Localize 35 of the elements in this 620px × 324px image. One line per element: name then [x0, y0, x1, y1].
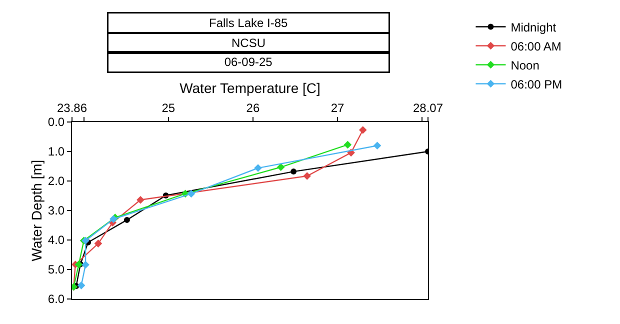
point: [77, 282, 86, 290]
point: [136, 196, 144, 204]
point: [290, 168, 297, 175]
y-tick-label: 1.0: [48, 144, 65, 159]
y-tick-label: 6.0: [48, 292, 65, 306]
chart-title: Falls Lake I-85: [208, 16, 288, 30]
y-tick-label: 3.0: [48, 204, 65, 218]
point: [254, 164, 262, 172]
point: [344, 140, 352, 149]
y-tick-label: 5.0: [48, 262, 65, 277]
legend-label: Midnight: [510, 20, 557, 34]
point: [94, 240, 102, 248]
point: [358, 126, 367, 134]
point: [187, 190, 196, 198]
point: [303, 172, 311, 180]
chart-subtitle: NCSU: [231, 36, 266, 50]
legend-label: 06:00 PM: [510, 77, 562, 92]
legend-label: Noon: [510, 58, 540, 72]
y-tick-label: 0.0: [48, 115, 65, 130]
y-axis-title: Water Depth [m]: [28, 160, 45, 262]
x-tick-label: 25: [162, 101, 176, 116]
point: [82, 260, 90, 269]
legend-label: 06:00 AM: [510, 39, 562, 54]
point: [124, 216, 130, 223]
x-tick-label: 26: [246, 101, 260, 116]
text: 06-09-25: [224, 55, 273, 69]
point: [373, 142, 382, 150]
point: [276, 163, 285, 172]
point: [74, 260, 83, 268]
x-tick-label: 23.86: [56, 101, 88, 116]
x-tick-label: 27: [330, 101, 345, 116]
y-tick-label: 4.0: [48, 233, 65, 248]
x-tick-label: 28.07: [412, 101, 444, 116]
x-axis-title: Water Temperature [C]: [180, 80, 320, 96]
y-tick-label: 2.0: [48, 174, 65, 188]
